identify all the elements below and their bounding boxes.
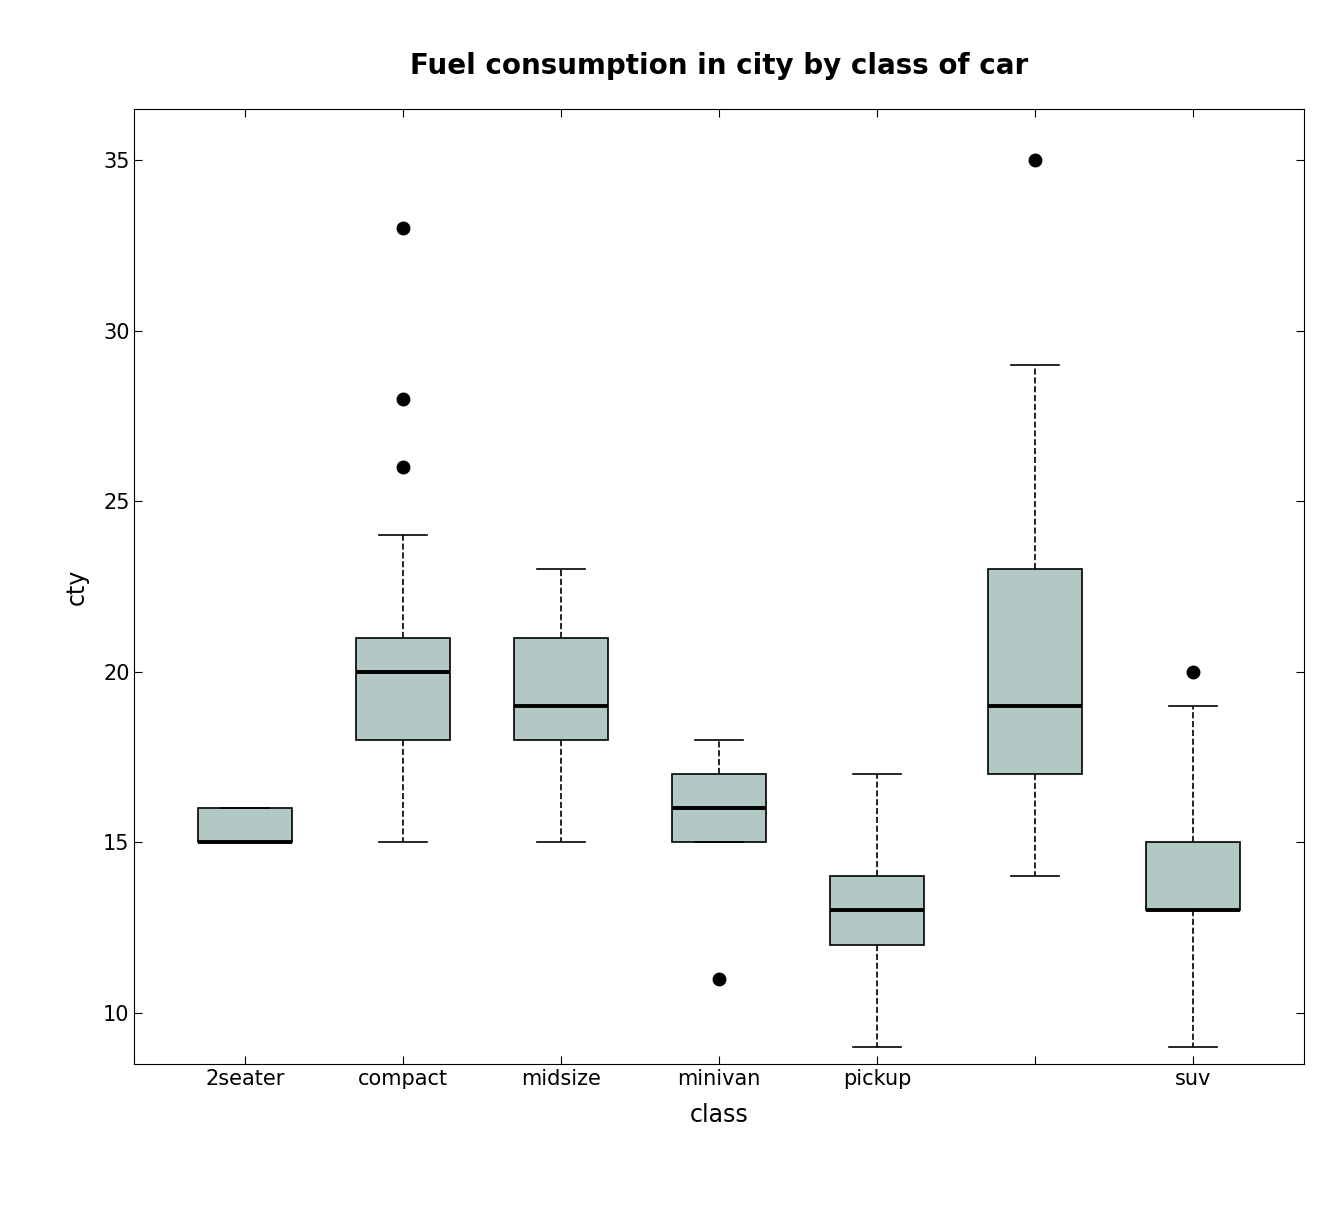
PathPatch shape [672,774,766,843]
PathPatch shape [988,569,1082,774]
Title: Fuel consumption in city by class of car: Fuel consumption in city by class of car [410,52,1028,80]
PathPatch shape [1145,843,1241,910]
PathPatch shape [356,637,450,740]
PathPatch shape [829,877,925,944]
PathPatch shape [513,637,609,740]
PathPatch shape [198,808,293,843]
Y-axis label: cty: cty [65,568,89,604]
X-axis label: class: class [689,1103,749,1127]
